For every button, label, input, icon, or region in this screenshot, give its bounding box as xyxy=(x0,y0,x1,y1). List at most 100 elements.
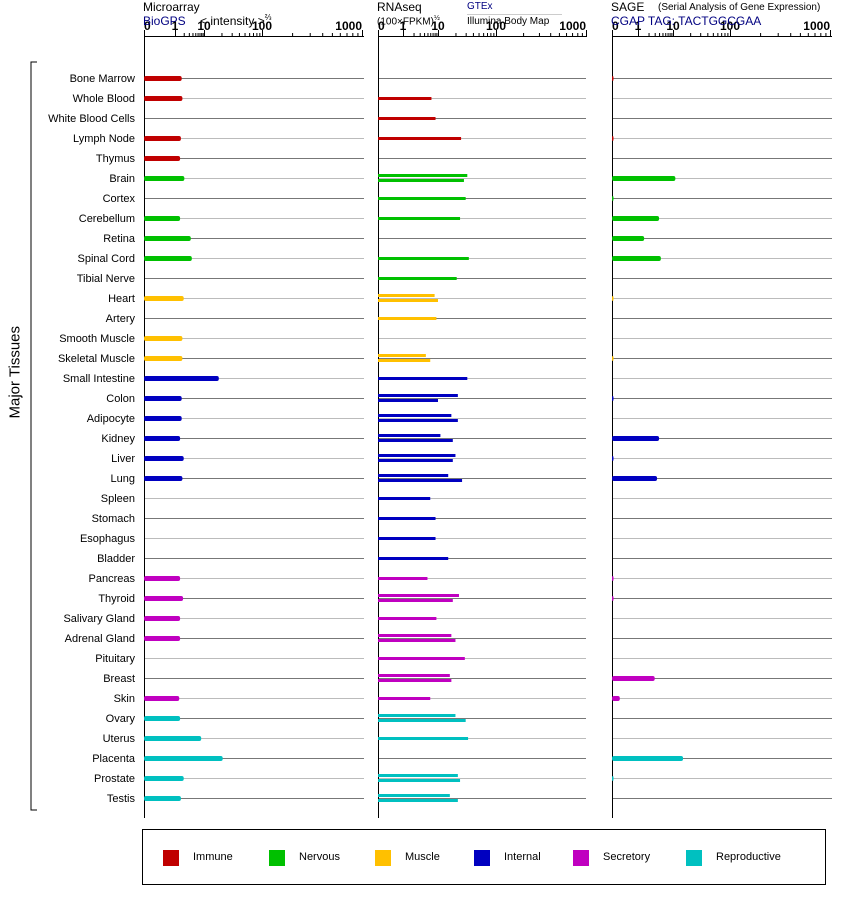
rnaseq-bar xyxy=(378,497,431,500)
legend: Immune Nervous Muscle Internal Secretory… xyxy=(142,829,826,885)
rnaseq-bar xyxy=(378,577,428,580)
tissue-label: Small Intestine xyxy=(63,373,135,385)
rnaseq-bar xyxy=(378,474,449,477)
microarray-bar xyxy=(144,136,181,141)
sage-bar xyxy=(612,456,614,461)
microarray-bar xyxy=(144,476,183,481)
rnaseq-bar xyxy=(378,354,426,357)
tissue-label: Tibial Nerve xyxy=(77,273,135,285)
tissue-label: Lymph Node xyxy=(73,133,135,145)
sage-bar xyxy=(612,236,645,241)
sage-bar xyxy=(612,596,614,601)
sage-bar xyxy=(612,676,655,681)
sage-bar xyxy=(612,476,658,481)
sage-bar xyxy=(612,776,614,781)
tissue-label: Thyroid xyxy=(98,593,135,605)
sage-bar xyxy=(612,396,614,401)
tissue-label: Breast xyxy=(103,673,135,685)
sage-bar xyxy=(612,356,614,361)
microarray-bar xyxy=(144,376,219,381)
axis-tick-label: 0 xyxy=(378,19,385,33)
tissue-label: Uterus xyxy=(103,733,136,745)
rnaseq-source-ibm: Illumina Body Map xyxy=(467,16,550,27)
microarray-bar xyxy=(144,156,181,161)
tissue-label: Thymus xyxy=(96,153,136,165)
microarray-title: Microarray xyxy=(143,0,200,14)
legend-swatch-muscle xyxy=(375,850,391,866)
microarray-bar xyxy=(144,616,181,621)
legend-swatch-reproductive xyxy=(686,850,702,866)
axis-tick-label: 1000 xyxy=(335,19,362,33)
sage-title: SAGE xyxy=(611,0,645,14)
tissue-label: Lung xyxy=(111,473,135,485)
axis-tick-label: 100 xyxy=(252,19,272,33)
microarray-bar xyxy=(144,396,182,401)
microarray-bar xyxy=(144,716,181,721)
legend-swatch-nervous xyxy=(269,850,285,866)
tissue-label: Testis xyxy=(107,793,136,805)
rnaseq-bar xyxy=(378,419,458,422)
rnaseq-bar xyxy=(378,779,461,782)
legend-label-secretory: Secretory xyxy=(603,851,651,863)
rnaseq-scale: (100×FPKM)½ xyxy=(377,15,440,28)
tissue-label: Whole Blood xyxy=(73,93,135,105)
rnaseq-bar xyxy=(378,137,462,140)
sage-tag: CGAP TAG: TACTGGCGAA xyxy=(611,14,762,28)
rnaseq-bar xyxy=(378,179,464,182)
tissue-label: Ovary xyxy=(106,713,136,725)
microarray-bar xyxy=(144,336,183,341)
rnaseq-bar xyxy=(378,799,458,802)
tissue-label: Skin xyxy=(114,693,135,705)
rnaseq-bar xyxy=(378,394,458,397)
axis-tick-label: 10 xyxy=(431,19,445,33)
axis-tick-label: 0 xyxy=(144,19,151,33)
rnaseq-bar xyxy=(378,277,457,280)
y-axis-label: Major Tissues xyxy=(6,325,24,419)
sage-bar xyxy=(612,436,660,441)
rnaseq-bar xyxy=(378,317,437,320)
tissue-label: Heart xyxy=(108,293,135,305)
microarray-bar xyxy=(144,576,181,581)
rnaseq-bar xyxy=(378,674,450,677)
microarray-bar xyxy=(144,696,180,701)
axis-tick-label: 1 xyxy=(400,19,407,33)
tissue-label: Retina xyxy=(103,233,136,245)
rnaseq-bar xyxy=(378,517,436,520)
legend-label-internal: Internal xyxy=(504,851,541,863)
legend-label-immune: Immune xyxy=(193,851,233,863)
sage-bar xyxy=(612,296,614,301)
rnaseq-bar xyxy=(378,197,466,200)
microarray-bar xyxy=(144,236,191,241)
tissue-label: Smooth Muscle xyxy=(59,333,135,345)
tissue-label: Colon xyxy=(106,393,135,405)
microarray-bar xyxy=(144,596,184,601)
tissue-label: Bone Marrow xyxy=(70,73,135,85)
microarray-source: BioGPS xyxy=(143,14,186,28)
microarray-bar xyxy=(144,176,185,181)
rnaseq-bar xyxy=(378,439,453,442)
legend-swatch-secretory xyxy=(573,850,589,866)
rnaseq-bar xyxy=(378,414,452,417)
sage-bar xyxy=(612,256,661,261)
tissue-label: Placenta xyxy=(92,753,136,765)
axis-tick-label: 1000 xyxy=(803,19,830,33)
rnaseq-bar xyxy=(378,537,436,540)
microarray-bar xyxy=(144,76,182,81)
rnaseq-bar xyxy=(378,257,469,260)
axis-tick-label: 1000 xyxy=(559,19,586,33)
rnaseq-bar xyxy=(378,714,456,717)
tissue-label: Adipocyte xyxy=(87,413,135,425)
sage-bar xyxy=(612,136,614,141)
tissue-label: Adrenal Gland xyxy=(65,633,135,645)
tissue-label: Bladder xyxy=(97,553,135,565)
tissue-label: Stomach xyxy=(92,513,135,525)
axis-tick-label: 0 xyxy=(612,19,619,33)
rnaseq-bar xyxy=(378,794,450,797)
rnaseq-bar xyxy=(378,434,441,437)
legend-swatch-immune xyxy=(163,850,179,866)
sage-bar xyxy=(612,216,660,221)
rnaseq-bar xyxy=(378,117,436,120)
axis-tick-label: 10 xyxy=(197,19,211,33)
tissue-label: Spinal Cord xyxy=(78,253,135,265)
